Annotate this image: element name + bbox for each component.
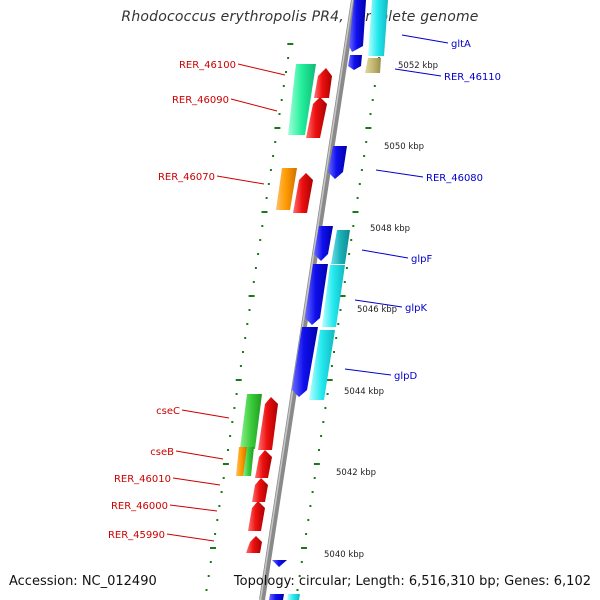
gene-label[interactable]: RER_46090 (172, 95, 229, 106)
genome-stats-label: Topology: circular; Length: 6,516,310 bp… (233, 574, 591, 589)
gene-cseC-green[interactable] (240, 394, 262, 449)
kbp-scale-labels: 5052 kbp 5050 kbp 5048 kbp 5046 kbp 5044… (324, 61, 438, 560)
gene-label[interactable]: glpF (411, 254, 432, 265)
gene-small-blue-1[interactable] (348, 55, 362, 70)
tick-tracks (205, 43, 385, 591)
gene-RER_46070[interactable] (276, 168, 297, 210)
gene-labels-right: gltA RER_46110 RER_46080 glpF glpK glpD (394, 39, 501, 382)
gene-bottom-blue[interactable] (269, 594, 284, 600)
kbp-label: 5046 kbp (357, 305, 397, 315)
gene-gltA-homolog[interactable] (368, 0, 388, 56)
kbp-label: 5052 kbp (398, 61, 438, 71)
gene-RER_46110[interactable] (365, 58, 381, 73)
gene-features (236, 0, 388, 600)
leader-lines (166, 34, 449, 542)
gene-glpF[interactable] (331, 230, 350, 264)
gene-labels-left: RER_46100 RER_46090 RER_46070 cseC cseB … (108, 60, 236, 541)
map-title: Rhodococcus erythropolis PR4, complete g… (121, 9, 479, 25)
gene-gltA[interactable] (349, 0, 366, 52)
gene-glpD[interactable] (309, 330, 335, 400)
gene-label[interactable]: glpK (405, 303, 427, 314)
gene-label[interactable]: gltA (451, 39, 471, 50)
accession-label: Accession: NC_012490 (9, 574, 157, 589)
gene-RER_46100-red[interactable] (314, 68, 332, 98)
kbp-label: 5044 kbp (344, 387, 384, 397)
gene-glpK-left[interactable] (305, 264, 328, 325)
gene-small-blue-2[interactable] (272, 560, 287, 567)
gene-label[interactable]: RER_46010 (114, 474, 171, 485)
gene-label[interactable]: RER_46100 (179, 60, 236, 71)
kbp-label: 5042 kbp (336, 468, 376, 478)
gene-label[interactable]: RER_46110 (444, 72, 501, 83)
gene-label[interactable]: RER_46070 (158, 172, 215, 183)
gene-RER_46070-red[interactable] (293, 173, 313, 213)
gene-label[interactable]: RER_46080 (426, 173, 483, 184)
kbp-label: 5040 kbp (324, 550, 364, 560)
kbp-label: 5050 kbp (384, 142, 424, 152)
gene-label[interactable]: cseC (156, 406, 180, 417)
gene-RER_46010[interactable] (252, 478, 268, 502)
gene-label[interactable]: RER_45990 (108, 530, 165, 541)
genome-backbone-highlight (259, 0, 354, 600)
gene-cseB[interactable] (255, 450, 272, 478)
gene-RER_45990[interactable] (246, 536, 262, 553)
gene-RER_46090[interactable] (306, 97, 327, 138)
gene-glpK[interactable] (322, 265, 345, 327)
gene-bottom-cyan[interactable] (287, 594, 300, 600)
gene-label[interactable]: glpD (394, 371, 417, 382)
gene-cseB-green[interactable] (243, 447, 254, 476)
gene-glpF-left[interactable] (314, 226, 333, 261)
gene-label[interactable]: cseB (150, 447, 174, 458)
gene-RER_46000[interactable] (248, 501, 265, 531)
gene-label[interactable]: RER_46000 (111, 501, 168, 512)
kbp-label: 5048 kbp (370, 224, 410, 234)
gene-glpD-left[interactable] (292, 327, 318, 397)
gene-cseC[interactable] (258, 397, 278, 450)
gene-RER_46100[interactable] (288, 64, 316, 135)
gene-RER_46080[interactable] (328, 146, 347, 179)
